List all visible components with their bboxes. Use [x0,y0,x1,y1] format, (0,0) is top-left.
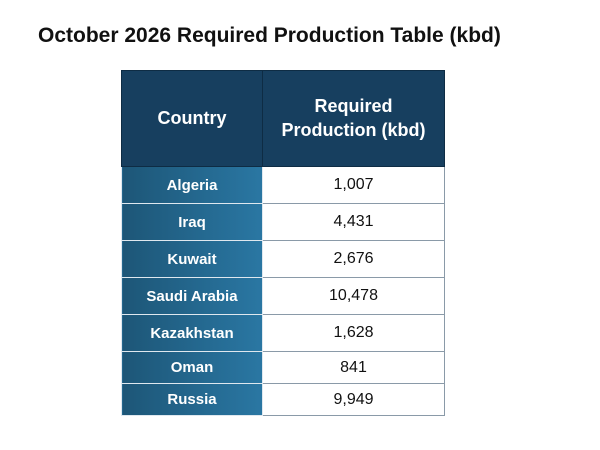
table-row: Algeria 1,007 [121,166,445,204]
column-header: Country [121,70,263,167]
country-cell: Saudi Arabia [121,277,263,315]
value-cell: 1,007 [262,166,445,204]
table-row: Kazakhstan 1,628 [121,314,445,352]
country-cell: Iraq [121,203,263,241]
table-row: Oman 841 [121,351,445,384]
table-title: October 2026 Required Production Table (… [38,24,501,47]
value-cell: 841 [262,351,445,384]
table-row: Russia 9,949 [121,383,445,416]
table-row: Kuwait 2,676 [121,240,445,278]
country-cell: Russia [121,383,263,416]
value-cell: 10,478 [262,277,445,315]
table-row: Iraq 4,431 [121,203,445,241]
table-row: Saudi Arabia 10,478 [121,277,445,315]
value-cell: 4,431 [262,203,445,241]
value-cell: 1,628 [262,314,445,352]
table-body: Algeria 1,007 Iraq 4,431 Kuwait 2,676 Saudi Ar… [121,166,445,416]
header-row: Country Required Production (kbd) [121,70,445,167]
country-cell: Algeria [121,166,263,204]
country-cell: Kazakhstan [121,314,263,352]
country-cell: Kuwait [121,240,263,278]
production-table: Country Required Production (kbd) Algeria… [121,70,445,416]
table-head: Country Required Production (kbd) [121,70,445,167]
column-header: Required Production (kbd) [262,70,445,167]
country-cell: Oman [121,351,263,384]
value-cell: 9,949 [262,383,445,416]
value-cell: 2,676 [262,240,445,278]
